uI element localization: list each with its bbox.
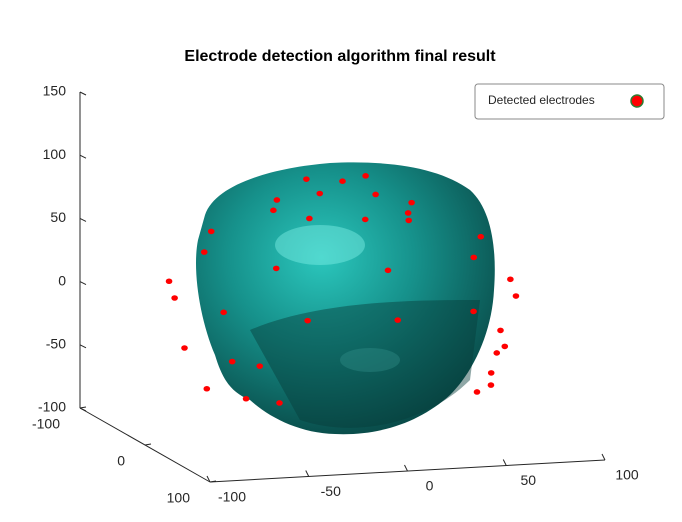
z-tick <box>79 217 87 222</box>
electrode <box>228 358 236 365</box>
electrode <box>507 276 514 283</box>
electrode <box>273 197 281 203</box>
head <box>195 162 495 435</box>
x-tick-label: 100 <box>615 467 639 483</box>
electrode <box>256 363 264 369</box>
electrode <box>270 207 277 214</box>
electrode <box>372 191 379 198</box>
electrode <box>408 199 415 206</box>
electrode <box>384 267 392 274</box>
z-tick-label: 100 <box>43 146 67 162</box>
electrode <box>303 176 310 182</box>
electrode <box>304 317 311 324</box>
electrode <box>306 215 313 222</box>
electrode <box>200 249 208 255</box>
y-tick <box>209 480 217 483</box>
z-tick-label: 150 <box>43 83 67 99</box>
electrode <box>272 265 280 272</box>
x-tick-label: 0 <box>426 478 434 494</box>
z-tick <box>79 91 87 96</box>
x-tick <box>305 470 310 477</box>
x-tick-label: 50 <box>520 472 536 488</box>
electrode <box>276 400 283 406</box>
electrode <box>316 190 324 197</box>
electrode <box>203 385 211 392</box>
legend-label: Detected electrodes <box>488 93 595 107</box>
electrode <box>181 345 188 351</box>
electrode <box>470 308 477 315</box>
y-tick-label: -100 <box>32 416 60 432</box>
electrode <box>171 295 178 301</box>
electrode <box>242 395 250 402</box>
z-tick-label: 0 <box>58 272 66 288</box>
head-surface <box>195 162 495 435</box>
y-tick-label: 0 <box>117 453 125 469</box>
electrode <box>470 254 478 261</box>
electrode <box>487 370 495 376</box>
electrode <box>487 382 495 388</box>
z-tick <box>79 407 87 412</box>
electrode <box>404 210 412 216</box>
x-tick <box>601 453 606 461</box>
electrode <box>165 278 173 285</box>
z-tick <box>79 344 87 349</box>
highlight <box>340 348 400 372</box>
y-tick <box>79 406 87 409</box>
electrode <box>207 228 215 235</box>
legend: Detected electrodes <box>474 83 665 120</box>
electrode <box>220 309 227 316</box>
electrode <box>339 178 346 184</box>
y-tick-label: 100 <box>167 490 191 506</box>
legend-marker <box>630 94 644 108</box>
x-tick-label: -100 <box>218 489 246 505</box>
electrode <box>512 293 520 299</box>
y-tick <box>144 443 152 446</box>
electrode <box>361 216 369 223</box>
visible-layer <box>171 173 520 406</box>
x-tick-label: -50 <box>321 483 341 499</box>
z-tick <box>79 154 87 159</box>
shadow <box>250 300 480 428</box>
z-tick-label: 50 <box>50 209 66 225</box>
chart-title: Electrode detection algorithm final resu… <box>184 48 496 65</box>
electrode <box>473 389 481 395</box>
electrode <box>501 343 509 350</box>
x-tick <box>404 464 408 472</box>
legend-box <box>474 83 665 120</box>
electrode <box>497 327 504 334</box>
z-tick-label: -100 <box>38 399 66 415</box>
electrode <box>362 173 369 179</box>
z-tick-label: -50 <box>46 336 66 352</box>
electrode <box>493 350 501 356</box>
electrode <box>405 217 413 224</box>
x-tick <box>502 459 507 466</box>
highlight <box>275 225 365 265</box>
electrode <box>394 317 402 323</box>
x-tick <box>206 475 211 483</box>
z-tick <box>79 281 87 286</box>
electrode <box>477 233 485 240</box>
